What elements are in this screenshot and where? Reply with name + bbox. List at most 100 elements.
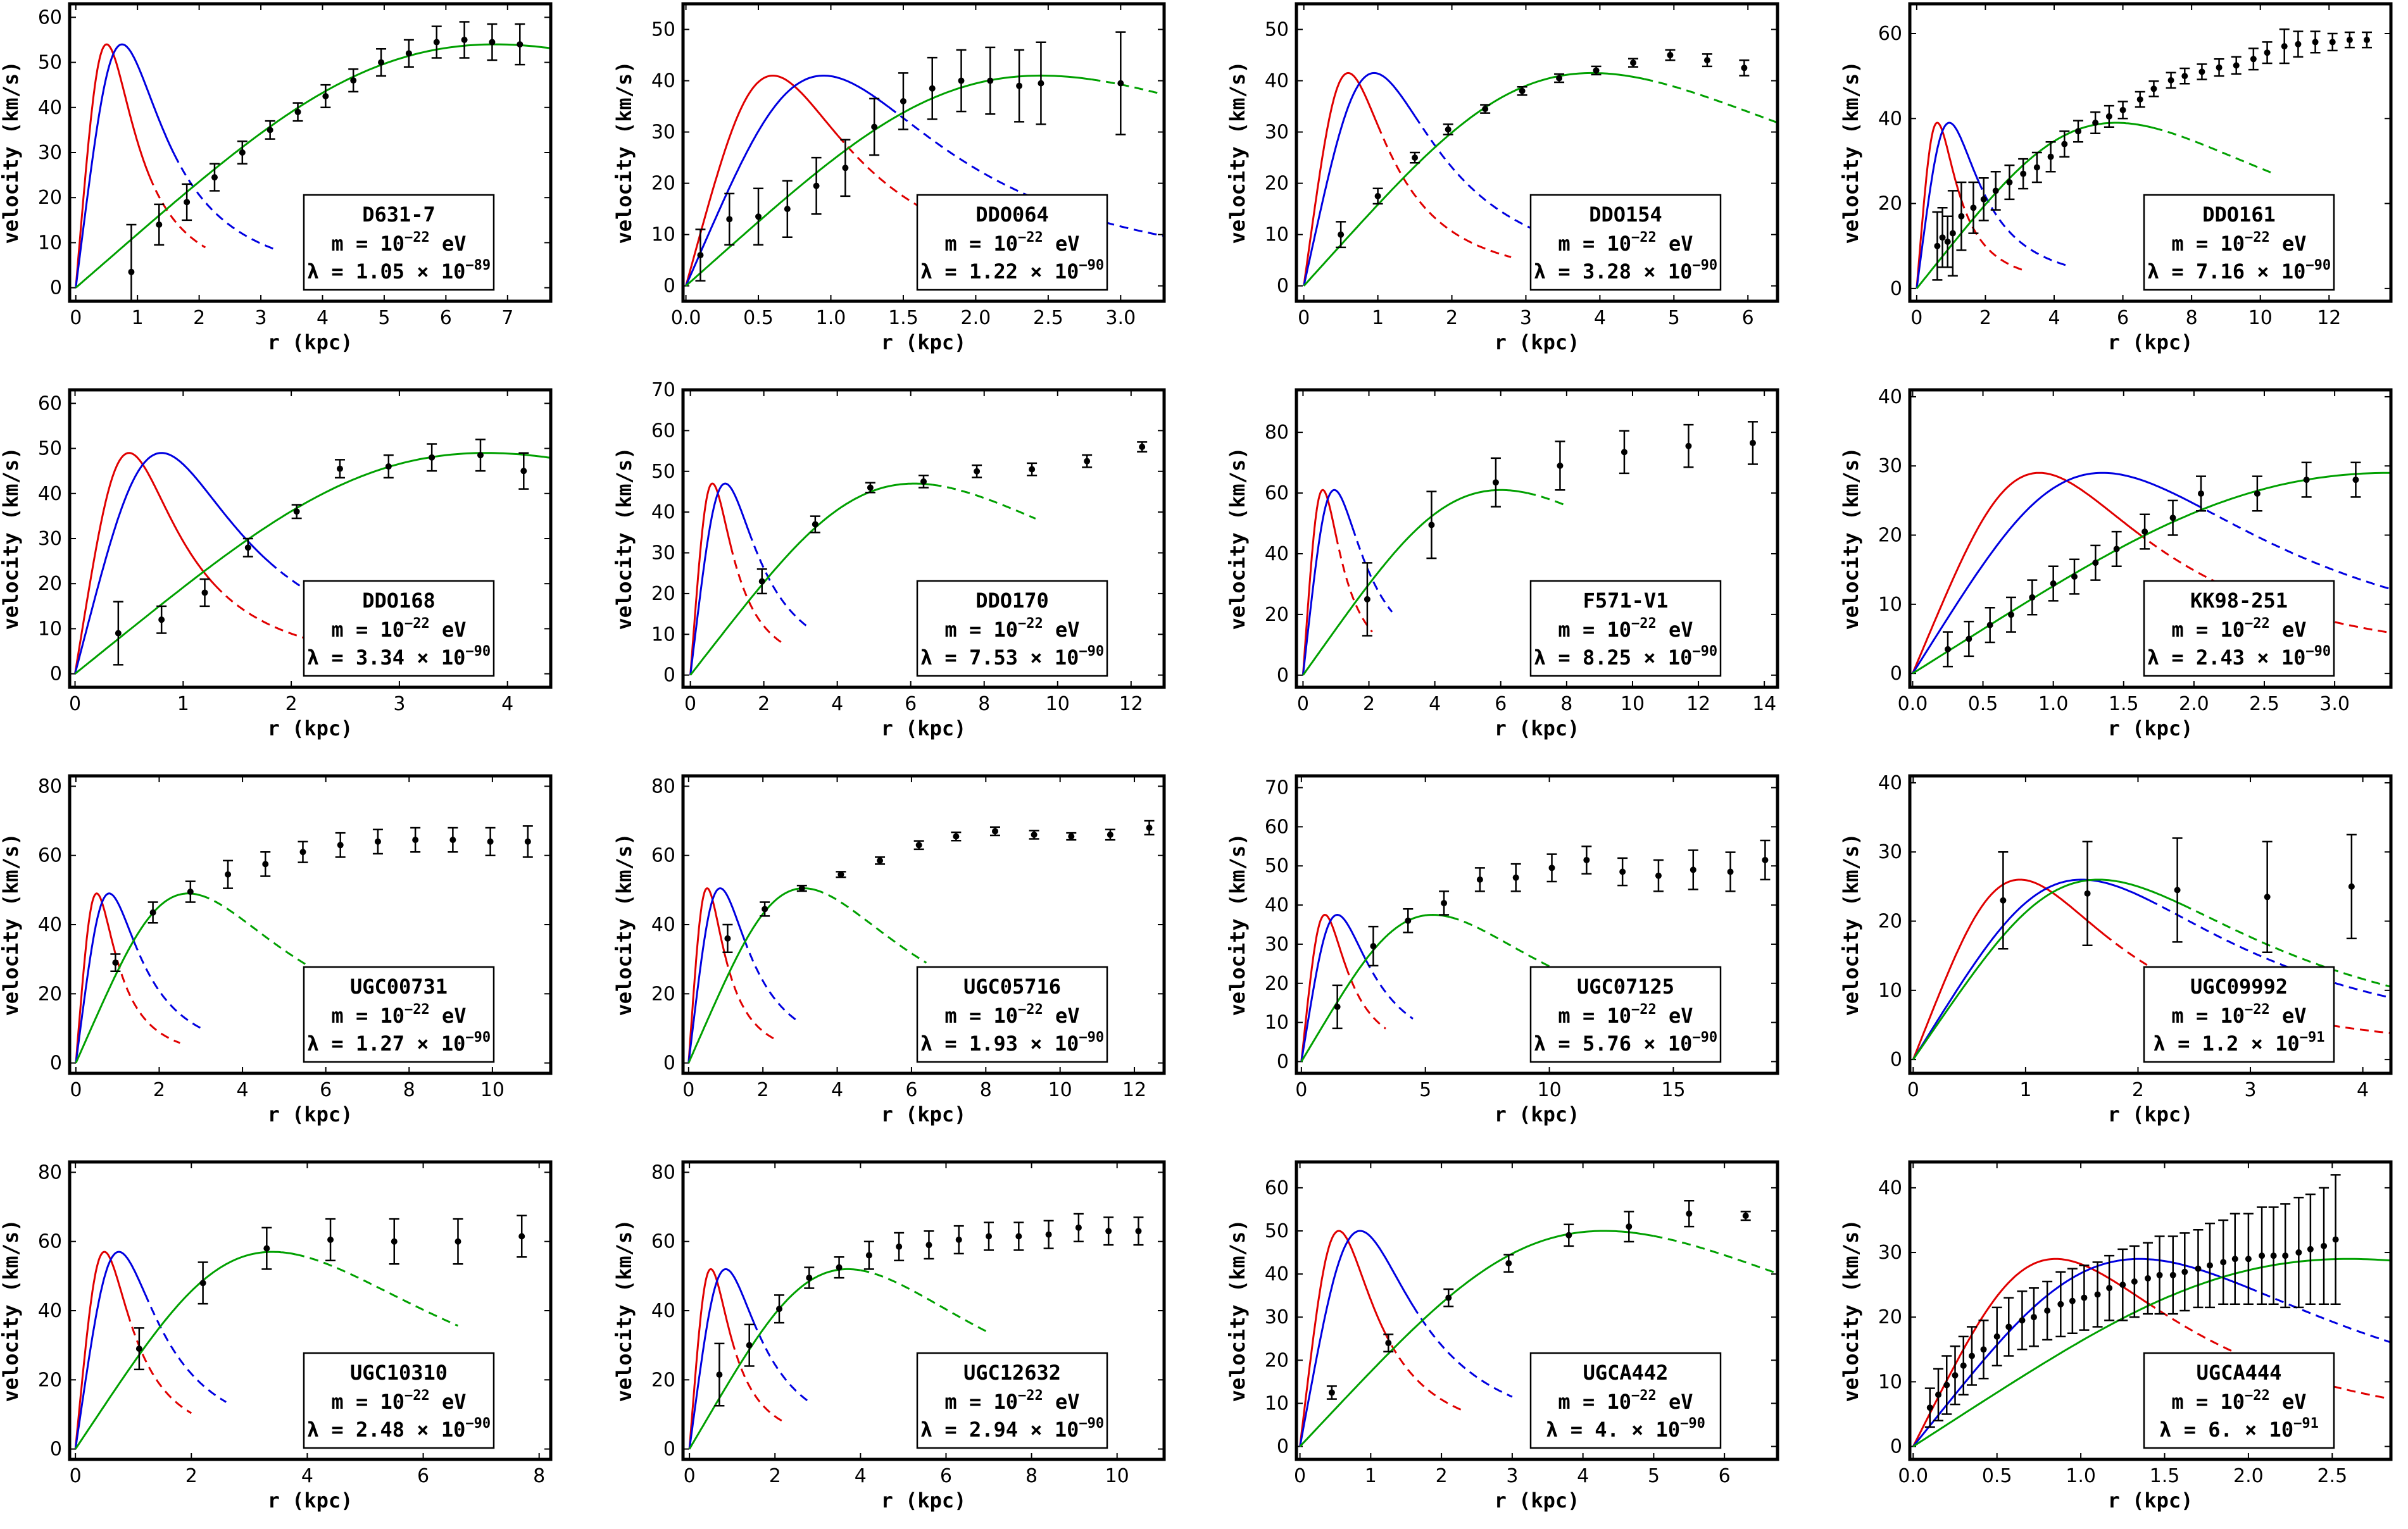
data-point bbox=[149, 909, 156, 916]
data-point bbox=[925, 1242, 932, 1249]
plot-frame bbox=[1908, 1160, 2393, 1461]
red-curve-solid bbox=[75, 43, 151, 288]
y-tick-label: 40 bbox=[38, 97, 62, 119]
data-point bbox=[1986, 621, 1993, 628]
data-point bbox=[2029, 594, 2036, 601]
y-tick-label: 40 bbox=[38, 1300, 62, 1322]
data-point bbox=[2105, 113, 2112, 120]
green-curve-dashed bbox=[1091, 78, 1164, 96]
y-tick-label: 40 bbox=[1878, 1177, 1902, 1199]
panel-f571-v1: 0 2 4 6 8 10 12 14 0 20 40 60 80 r (kpc) velocity (km/… bbox=[1226, 388, 1779, 740]
x-tick-label: 0 bbox=[1298, 307, 1310, 329]
panel-kk98-251: 0.0 0.5 1.0 1.5 2.0 2.5 3.0 0 10 20 30 40 r (kpc) vel… bbox=[1839, 386, 2393, 740]
data-point bbox=[2145, 1275, 2152, 1282]
data-point bbox=[1690, 866, 1696, 873]
plot-frame bbox=[1295, 388, 1779, 689]
data-point bbox=[244, 544, 251, 551]
data-point bbox=[135, 1345, 142, 1352]
data-point bbox=[2092, 120, 2099, 126]
y-tick-label: 0 bbox=[1890, 278, 1902, 300]
x-tick-label: 6 bbox=[320, 1079, 332, 1101]
mass-label: m = 10−22 eV bbox=[2171, 230, 2306, 256]
data-point bbox=[2169, 1271, 2176, 1278]
data-point bbox=[2047, 153, 2054, 160]
data-point bbox=[1992, 187, 1999, 194]
y-tick-label: 0 bbox=[1890, 1049, 1902, 1071]
y-axis-label: velocity (km/s) bbox=[0, 61, 23, 244]
x-tick-label: 2 bbox=[193, 307, 205, 329]
y-tick-label: 0 bbox=[663, 275, 675, 297]
green-curve-dashed bbox=[1644, 78, 1778, 124]
data-point bbox=[2352, 477, 2359, 484]
y-tick-label: 10 bbox=[38, 232, 62, 254]
green-curve-solid bbox=[75, 892, 201, 1064]
data-point bbox=[2030, 1314, 2037, 1321]
blue-curve-dashed bbox=[748, 532, 809, 628]
data-point bbox=[294, 108, 301, 115]
x-tick-label: 4 bbox=[1577, 1465, 1589, 1487]
data-point bbox=[112, 959, 119, 966]
y-tick-label: 20 bbox=[651, 1369, 675, 1391]
green-curve-solid bbox=[1303, 72, 1645, 287]
green-curve-solid bbox=[1912, 878, 2184, 1060]
plot-frame bbox=[68, 1160, 553, 1461]
x-tick-label: 3 bbox=[255, 307, 267, 329]
mass-label: m = 10−22 eV bbox=[1558, 230, 1693, 256]
y-tick-label: 40 bbox=[651, 914, 675, 936]
y-tick-label: 60 bbox=[1265, 482, 1289, 504]
data-point bbox=[867, 484, 874, 491]
x-axis-label: r (kpc) bbox=[881, 330, 967, 354]
y-tick-label: 20 bbox=[651, 583, 675, 605]
mass-label: m = 10−22 eV bbox=[2171, 1002, 2306, 1028]
red-curve-dashed bbox=[149, 177, 206, 249]
x-tick-label: 3.0 bbox=[1105, 307, 1136, 329]
x-tick-label: 10 bbox=[1105, 1465, 1129, 1487]
x-tick-label: 2.5 bbox=[2317, 1465, 2347, 1487]
y-tick-label: 30 bbox=[38, 528, 62, 550]
y-tick-label: 60 bbox=[38, 392, 62, 415]
red-curve-solid bbox=[75, 892, 115, 1063]
data-point bbox=[806, 1275, 813, 1282]
mass-label: m = 10−22 eV bbox=[1558, 1388, 1693, 1414]
green-curve-dashed bbox=[2154, 127, 2271, 173]
data-point bbox=[2156, 1271, 2163, 1278]
y-tick-label: 20 bbox=[38, 1369, 62, 1391]
x-axis-label: r (kpc) bbox=[1495, 1102, 1580, 1126]
x-tick-label: 1.5 bbox=[2150, 1465, 2180, 1487]
y-tick-label: 20 bbox=[1265, 173, 1289, 195]
y-tick-label: 40 bbox=[1878, 386, 1902, 408]
data-point bbox=[517, 41, 524, 48]
data-point bbox=[2131, 1278, 2138, 1285]
y-tick-label: 10 bbox=[651, 224, 675, 246]
y-tick-label: 50 bbox=[1265, 19, 1289, 41]
data-point bbox=[293, 508, 300, 515]
legend-box bbox=[916, 1352, 1108, 1449]
y-tick-label: 10 bbox=[1265, 224, 1289, 246]
data-point bbox=[1146, 824, 1153, 831]
data-point bbox=[915, 842, 922, 849]
data-points bbox=[1998, 833, 2357, 953]
data-point bbox=[2254, 490, 2261, 497]
plot-frame bbox=[1295, 1160, 1779, 1461]
x-axis-label: r (kpc) bbox=[268, 1102, 353, 1126]
data-point bbox=[877, 857, 884, 864]
plot-frame bbox=[1295, 2, 1779, 303]
data-point bbox=[1742, 1213, 1749, 1220]
y-axis-label: velocity (km/s) bbox=[1839, 447, 1863, 630]
data-point bbox=[953, 833, 960, 840]
plot-frame bbox=[68, 388, 553, 689]
x-tick-label: 2 bbox=[1436, 1465, 1448, 1487]
blue-curve-solid bbox=[1916, 122, 1979, 289]
data-point bbox=[724, 935, 731, 942]
y-tick-label: 10 bbox=[1878, 1371, 1902, 1393]
data-point bbox=[2050, 580, 2057, 587]
blue-curve-solid bbox=[1303, 72, 1416, 287]
data-point bbox=[1619, 868, 1626, 875]
blue-curve-solid bbox=[1912, 1258, 2249, 1447]
x-axis-label: r (kpc) bbox=[2108, 330, 2193, 354]
x-tick-label: 0.5 bbox=[1982, 1465, 2012, 1487]
y-axis-label: velocity (km/s) bbox=[612, 61, 636, 244]
y-tick-label: 40 bbox=[651, 501, 675, 523]
y-tick-label: 0 bbox=[50, 1052, 62, 1075]
x-tick-label: 0 bbox=[684, 1465, 696, 1487]
